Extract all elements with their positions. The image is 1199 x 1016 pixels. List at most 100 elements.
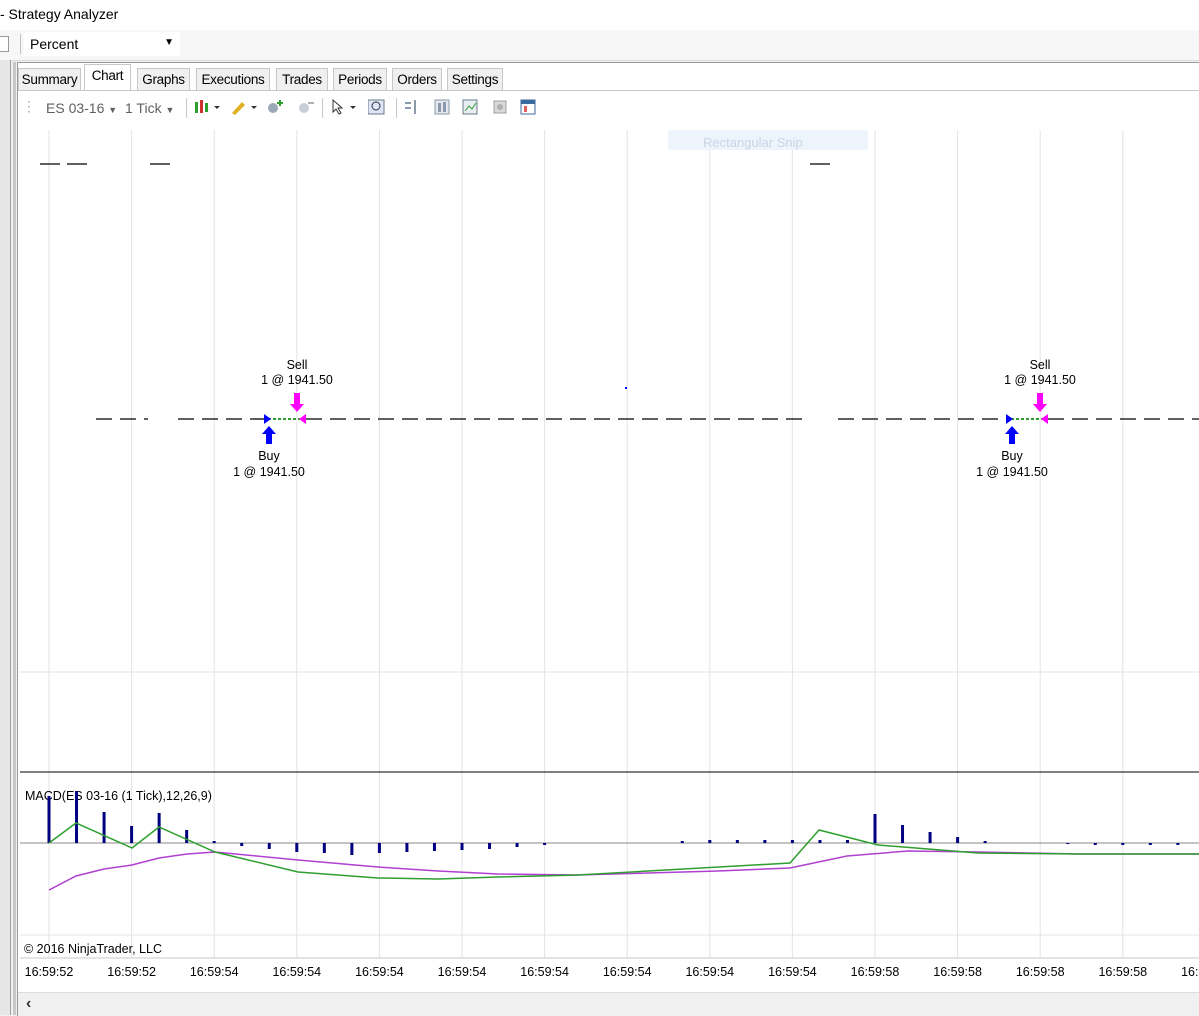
sell-arrow-icon [1033,393,1047,412]
histogram-bar [984,841,987,843]
toolbar-grip-icon: ⋮ [22,98,36,115]
tab-chart[interactable]: Chart [84,64,131,91]
x-tick-label: 16:59:54 [438,965,487,979]
window-titlebar: - Strategy Analyzer [0,0,1199,30]
histogram-bar [295,843,298,852]
add-indicator-icon[interactable] [266,99,286,115]
data-box-icon[interactable] [462,99,478,115]
tab-label: Chart [92,68,124,83]
drawing-tool-icon[interactable] [230,99,260,115]
remove-indicator-icon[interactable] [296,99,316,115]
x-tick-label: 16:59:54 [520,965,569,979]
bar-spacing-icon[interactable] [404,99,420,115]
histogram-bar [708,840,711,843]
indicator-label: MACD(ES 03-16 (1 Tick),12,26,9) [25,789,212,803]
histogram-bar [929,832,932,843]
tab-label: Summary [22,72,78,87]
window-title: - Strategy Analyzer [0,6,118,22]
x-tick-label: 16:59:54 [355,965,404,979]
macd-signal-line [49,851,1199,890]
instrument-selector[interactable]: ES 03-16 ▼ [46,100,117,116]
x-tick-label: 16:59:52 [107,965,156,979]
chart-style-icon[interactable] [194,99,224,115]
histogram-bar [846,840,849,843]
display-unit-dropdown[interactable]: Percent ▼ [24,32,180,56]
zoom-icon[interactable] [368,99,386,115]
histogram-bar [543,843,546,845]
tab-label: Settings [452,72,498,87]
histogram-bar [323,843,326,853]
x-tick-label: 16:59:58 [1098,965,1147,979]
x-tick-label: 16:59:54 [603,965,652,979]
histogram-bar [874,814,877,843]
exit-arrow-icon [1041,414,1048,424]
tab-graphs[interactable]: Graphs [137,68,190,91]
tab-settings[interactable]: Settings [447,68,503,91]
macd-histogram [48,791,1199,855]
trade-marker-1[interactable] [262,393,306,444]
tab-label: Graphs [142,72,184,87]
sell-detail: 1 @ 1941.50 [1004,373,1076,387]
snip-overlay-label: Rectangular Snip [703,135,803,150]
dropdown-arrow-icon[interactable]: ▼ [164,37,174,48]
bar-width-icon[interactable] [434,99,450,115]
sell-label: Sell [1030,358,1051,372]
histogram-bar [268,843,271,849]
histogram-bar [185,830,188,843]
toolbar-separator [396,98,397,118]
x-tick-label: 16:59:54 [190,965,239,979]
histogram-bar [75,791,78,843]
tab-trades[interactable]: Trades [276,68,328,91]
buy-label: Buy [1001,449,1023,463]
histogram-bar [240,843,243,846]
x-tick-label: 16:59:54 [685,965,734,979]
chart-trader-icon[interactable] [520,99,536,115]
x-axis-ticks: 16:59:52 16:59:52 16:59:54 16:59:54 16:59:54… [25,965,1199,979]
exit-arrow-icon [299,414,306,424]
buy-detail: 1 @ 1941.50 [976,465,1048,479]
tab-divider [18,90,1199,91]
tab-orders[interactable]: Orders [392,68,442,91]
histogram-bar [818,840,821,843]
histogram-bar [378,843,381,853]
histogram-bar [1176,843,1179,845]
histogram-bar [130,826,133,843]
macd-line [49,823,1199,879]
histogram-bar [1121,843,1124,845]
tab-periods[interactable]: Periods [333,68,387,91]
toolbar-separator [322,98,323,118]
chart-toolbar: ⋮ ES 03-16 ▼ 1 Tick ▼ [18,94,1199,124]
pointer-icon[interactable] [330,99,360,115]
tab-executions[interactable]: Executions [196,68,270,91]
trade-marker-2[interactable] [1005,393,1048,444]
x-tick-label: 16:59:52 [25,965,74,979]
properties-icon[interactable] [492,99,508,115]
x-tick-label: 16:59:58 [851,965,900,979]
histogram-bar [1066,843,1069,844]
left-splitter[interactable] [0,60,11,1015]
x-tick-label: 16:59:58 [933,965,982,979]
histogram-bar [461,843,464,850]
sell-detail: 1 @ 1941.50 [261,373,333,387]
x-tick-label: 16:59:54 [768,965,817,979]
tab-label: Orders [397,72,436,87]
toolbar-separator [186,98,187,118]
horizontal-scrollbar[interactable]: ‹ [18,992,1199,1016]
entry-arrow-icon [264,414,271,424]
chevron-down-icon: ▼ [108,105,117,115]
x-tick-label: 16:59:58 [1181,965,1199,979]
buy-arrow-icon [1005,426,1019,444]
chevron-down-icon: ▼ [165,105,174,115]
tab-summary[interactable]: Summary [18,68,81,91]
scroll-left-icon[interactable]: ‹ [26,995,31,1013]
tab-label: Trades [282,72,322,87]
left-border [13,62,16,1015]
histogram-bar [1094,843,1097,845]
chart-grid [20,130,1199,958]
histogram-bar [213,841,216,843]
buy-label: Buy [258,449,280,463]
entry-arrow-icon [1006,414,1013,424]
interval-selector[interactable]: 1 Tick ▼ [125,100,174,116]
histogram-bar [103,812,106,843]
price-chart[interactable]: Rectangular Snip Sell 1 @ 1941.50 Buy 1 … [18,130,1199,1015]
